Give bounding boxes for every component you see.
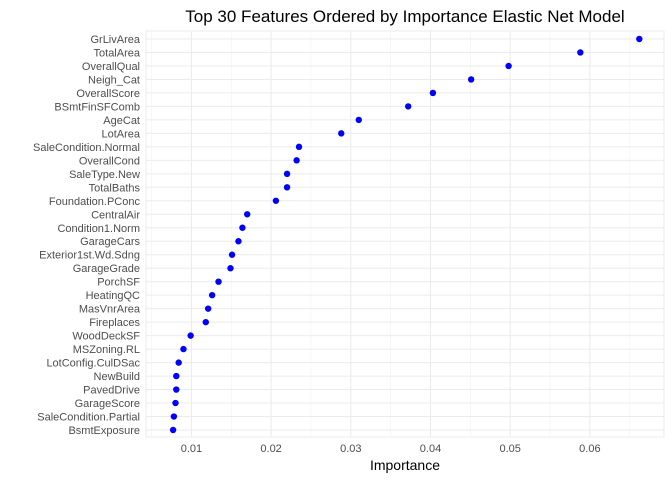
y-tick-label: GarageGrade — [73, 263, 140, 275]
y-tick-label: GarageScore — [75, 398, 140, 410]
data-point — [172, 399, 179, 407]
data-point — [228, 251, 236, 258]
y-tick-label: Exterior1st.Wd.Sdng — [39, 250, 140, 262]
data-point — [180, 345, 187, 353]
data-point — [272, 197, 280, 204]
data-point — [505, 62, 512, 70]
x-axis-label: Importance — [370, 457, 440, 473]
x-tick-label: 0.06 — [579, 443, 600, 455]
y-tick-label: LotConfig.CulDSac — [46, 358, 140, 370]
y-tick-label: BsmtExposure — [68, 425, 140, 437]
plot-panel — [145, 30, 665, 438]
data-point — [175, 359, 182, 366]
y-tick-label: Neigh_Cat — [88, 74, 140, 86]
data-point — [202, 318, 209, 326]
y-tick-label: OverallScore — [76, 88, 140, 100]
y-tick-label: AgeCat — [103, 115, 140, 127]
y-tick-label: Condition1.Norm — [57, 223, 140, 235]
y-tick-label: WoodDeckSF — [72, 331, 140, 343]
data-point — [338, 130, 345, 137]
y-tick-label: OverallQual — [82, 61, 140, 73]
data-point — [429, 89, 437, 97]
data-point — [227, 265, 234, 272]
y-tick-label: MasVnrArea — [79, 304, 141, 316]
y-tick-label: OverallCond — [79, 155, 140, 167]
data-point — [204, 305, 212, 312]
y-tick-label: Fireplaces — [89, 317, 140, 329]
data-point — [636, 35, 643, 43]
data-point — [467, 76, 475, 83]
data-point — [239, 224, 246, 231]
y-tick-label: GrLivArea — [90, 34, 140, 46]
y-tick-label: TotalArea — [94, 47, 141, 59]
data-point — [295, 143, 303, 151]
chart-title: Top 30 Features Ordered by Importance El… — [185, 7, 624, 26]
data-point — [235, 238, 242, 245]
data-point — [173, 372, 180, 380]
y-tick-label: MSZoning.RL — [73, 344, 140, 356]
data-point — [355, 116, 362, 124]
x-tick-label: 0.03 — [340, 443, 361, 455]
data-point — [283, 170, 291, 178]
y-tick-label: SaleType.New — [69, 169, 140, 181]
y-tick-label: LotArea — [101, 128, 140, 140]
data-point — [170, 413, 178, 420]
data-point — [187, 332, 194, 339]
x-tick-label: 0.04 — [420, 443, 441, 455]
y-tick-label: BSmtFinSFComb — [54, 101, 140, 113]
x-tick-label: 0.01 — [181, 443, 202, 455]
data-point — [215, 278, 222, 285]
data-point — [208, 291, 216, 299]
data-point — [293, 157, 300, 164]
data-points — [169, 35, 643, 434]
y-tick-label: PavedDrive — [83, 385, 140, 397]
data-point — [577, 49, 584, 56]
y-tick-label: SaleCondition.Partial — [37, 412, 140, 424]
y-tick-label: CentralAir — [91, 209, 140, 221]
y-tick-label: HeatingQC — [86, 290, 140, 302]
y-tick-label: Foundation.PConc — [49, 196, 141, 208]
y-tick-label: GarageCars — [80, 236, 140, 248]
data-point — [169, 426, 177, 434]
x-tick-label: 0.05 — [499, 443, 520, 455]
y-tick-label: NewBuild — [94, 371, 140, 383]
data-point — [173, 386, 180, 393]
y-tick-label: TotalBaths — [89, 182, 141, 194]
data-point — [244, 211, 251, 218]
y-tick-label: SaleCondition.Normal — [33, 142, 140, 154]
data-point — [404, 103, 412, 110]
data-point — [283, 184, 291, 191]
x-tick-label: 0.02 — [260, 443, 281, 455]
y-tick-label: PorchSF — [97, 277, 140, 289]
x-axis-tick-labels: 0.01 0.02 0.03 0.04 0.05 0.06 — [181, 443, 601, 455]
